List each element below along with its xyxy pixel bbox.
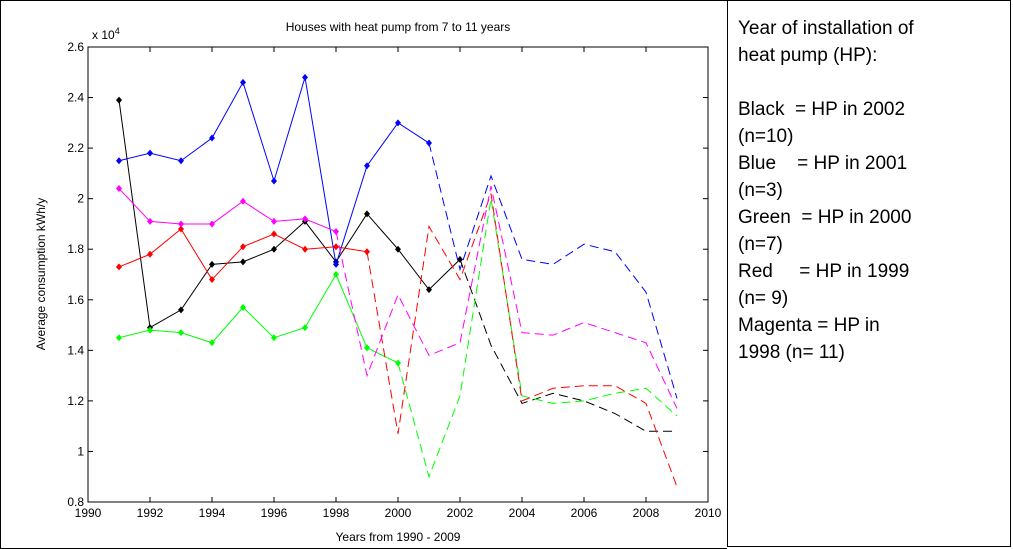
marker — [271, 334, 277, 342]
marker — [240, 258, 246, 266]
marker — [364, 344, 370, 352]
multiplier-exponent: 4 — [115, 26, 120, 36]
x-tick-label: 1992 — [137, 506, 164, 520]
x-tick-label: 2004 — [509, 506, 536, 520]
marker — [333, 260, 339, 268]
y-tick-label: 1 — [77, 444, 84, 458]
marker — [209, 260, 215, 268]
solid-line — [118, 273, 399, 364]
textbox-line: Black = HP in 2002 — [738, 99, 906, 120]
x-tick-label: 2002 — [447, 506, 474, 520]
x-tick-label: 1998 — [323, 506, 350, 520]
marker — [178, 225, 184, 233]
marker — [209, 339, 215, 347]
x-tick-label: 1994 — [199, 506, 226, 520]
marker — [178, 329, 184, 337]
multiplier-base: x 10 — [92, 28, 115, 42]
marker — [364, 210, 370, 218]
marker — [147, 250, 153, 258]
y-tick-label: 1.6 — [67, 293, 84, 307]
x-tick-label: 1996 — [261, 506, 288, 520]
marker — [395, 119, 401, 127]
marker — [240, 303, 246, 311]
dashed-line — [335, 185, 678, 409]
textbox-heading: Year of installation of — [738, 18, 914, 39]
y-tick-label: 2.6 — [67, 40, 84, 54]
textbox: Year of installation of heat pump (HP): Bl… — [727, 0, 1011, 547]
y-multiplier: x 104 — [92, 26, 120, 42]
marker — [116, 263, 122, 271]
textbox-line: Green = HP in 2000 — [738, 207, 912, 228]
solid-line — [118, 188, 337, 232]
marker — [116, 96, 122, 104]
marker — [147, 326, 153, 334]
marker — [116, 334, 122, 342]
marker — [147, 217, 153, 225]
x-tick-label: 2006 — [571, 506, 598, 520]
x-tick-label: 2000 — [385, 506, 412, 520]
textbox-line: (n=3) — [738, 180, 783, 201]
marker — [240, 197, 246, 205]
marker — [240, 243, 246, 251]
marker — [271, 230, 277, 238]
spacer — [738, 69, 1000, 96]
y-tick-label: 2.4 — [67, 91, 84, 105]
marker — [457, 255, 463, 263]
dashed-line — [397, 198, 678, 479]
textbox-line: (n= 9) — [738, 288, 789, 309]
textbox-line: 1998 (n= 11) — [738, 342, 845, 363]
marker — [116, 185, 122, 193]
marker — [333, 271, 339, 278]
x-tick-label: 2010 — [695, 506, 722, 520]
marker — [364, 248, 370, 256]
marker — [116, 157, 122, 165]
textbox-line: (n=7) — [738, 234, 783, 255]
marker — [333, 228, 339, 236]
x-axis-label: Years from 1990 - 2009 — [336, 530, 461, 544]
textbox-line: Blue = HP in 2001 — [738, 153, 908, 174]
chart: Houses with heat pump from 7 to 11 years… — [0, 0, 727, 549]
y-tick-label: 1.8 — [67, 242, 84, 256]
marker — [147, 149, 153, 157]
dashed-line — [459, 259, 677, 432]
marker — [302, 215, 308, 223]
marker — [271, 177, 277, 185]
marker — [271, 217, 277, 225]
marker — [333, 243, 339, 251]
y-tick-label: 2.2 — [67, 141, 84, 155]
marker — [364, 162, 370, 170]
marker — [302, 324, 308, 332]
marker — [426, 286, 432, 294]
marker — [178, 306, 184, 314]
textbox-heading: heat pump (HP): — [738, 45, 878, 66]
marker — [240, 78, 246, 86]
marker — [395, 359, 401, 367]
solid-line — [118, 100, 461, 329]
marker — [271, 245, 277, 253]
marker — [178, 220, 184, 228]
marker — [209, 220, 215, 228]
y-tick-label: 0.8 — [67, 495, 84, 509]
marker — [209, 134, 215, 142]
chart-title: Houses with heat pump from 7 to 11 years — [286, 20, 511, 34]
marker — [302, 73, 308, 81]
marker — [426, 139, 432, 147]
dashed-line — [366, 193, 678, 488]
textbox-line: Red = HP in 1999 — [738, 261, 910, 282]
y-tick-label: 2 — [77, 192, 84, 206]
x-tick-label: 1990 — [75, 506, 102, 520]
x-tick-label: 2008 — [633, 506, 660, 520]
y-axis-label: Average consumption kWh/y — [34, 198, 48, 351]
dashed-line — [428, 142, 678, 399]
textbox-line: (n=10) — [738, 126, 794, 147]
textbox-line: Magenta = HP in — [738, 315, 880, 336]
marker — [178, 157, 184, 165]
marker — [209, 276, 215, 284]
y-tick-label: 1.2 — [67, 394, 84, 408]
y-tick-label: 1.4 — [67, 343, 84, 357]
marker — [395, 245, 401, 253]
marker — [302, 245, 308, 253]
